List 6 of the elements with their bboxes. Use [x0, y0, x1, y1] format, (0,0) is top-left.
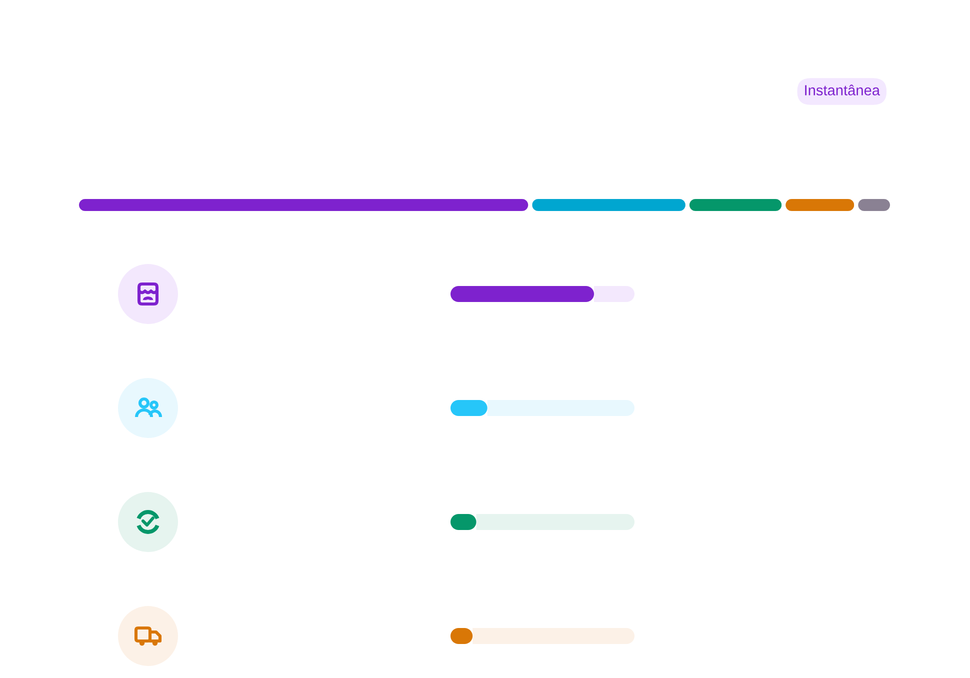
bar — [450, 286, 594, 302]
bar — [594, 286, 634, 302]
bar — [476, 514, 634, 530]
text: Instantânea — [805, 84, 880, 96]
bar — [472, 628, 634, 644]
bar — [487, 400, 634, 416]
